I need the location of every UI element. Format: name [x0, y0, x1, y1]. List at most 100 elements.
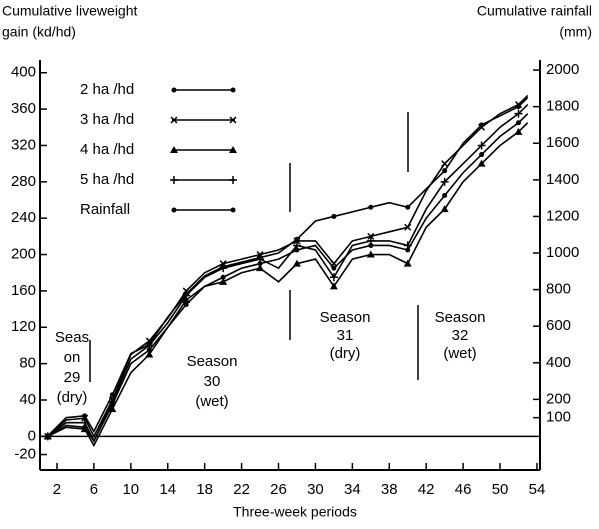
marker: [229, 176, 237, 184]
y2-tick-label: 100: [546, 409, 571, 426]
marker: [220, 274, 226, 280]
marker: [257, 255, 263, 261]
marker: [256, 264, 265, 272]
marker: [171, 207, 177, 213]
season-label: Season: [435, 309, 486, 326]
legend-label: 3 ha /hd: [80, 111, 134, 128]
x-tick-label: 14: [159, 481, 176, 498]
marker: [146, 347, 152, 353]
marker: [170, 176, 178, 184]
y-tick-label: 0: [28, 427, 36, 444]
season-label: 29: [64, 369, 81, 386]
marker: [229, 146, 237, 153]
y-tick-label: 40: [19, 391, 36, 408]
season-label: (dry): [330, 345, 361, 362]
marker: [257, 261, 263, 267]
marker: [514, 127, 523, 135]
y-tick-label: 280: [11, 173, 36, 190]
marker: [109, 392, 115, 398]
y2-tick-label: 800: [546, 281, 571, 298]
legend-label: 5 ha /hd: [80, 171, 134, 188]
marker: [182, 296, 191, 303]
series-line: [47, 96, 529, 437]
marker: [330, 260, 338, 268]
series-line: [47, 122, 529, 448]
marker: [294, 236, 300, 242]
marker: [514, 109, 523, 118]
x-tick-label: 46: [455, 481, 472, 498]
x-tick-label: 2: [53, 481, 61, 498]
season-dividers: [89, 112, 419, 382]
y-axis-title: gain (kd/hd): [2, 24, 76, 40]
marker: [108, 405, 117, 413]
marker: [403, 241, 412, 250]
series-line: [47, 103, 529, 443]
y2-axis-title: (mm): [559, 24, 592, 40]
season-label: on: [64, 349, 81, 366]
x-tick-label: 6: [90, 481, 98, 498]
marker: [477, 159, 486, 167]
marker: [170, 146, 178, 153]
y2-tick-label: 1600: [546, 134, 579, 151]
marker: [229, 116, 237, 124]
x-tick-label: 38: [381, 481, 398, 498]
marker: [367, 232, 375, 240]
x-tick-label: 30: [307, 481, 324, 498]
y2-axis-title: Cumulative rainfall: [477, 3, 592, 19]
season-label: 31: [337, 327, 354, 344]
marker: [292, 241, 301, 250]
y-tick-label: -20: [14, 446, 36, 463]
marker: [230, 87, 236, 93]
marker: [515, 104, 521, 110]
x-tick-label: 10: [122, 481, 139, 498]
x-axis-title: Three-week periods: [233, 504, 357, 520]
marker: [219, 277, 228, 285]
marker: [366, 236, 375, 245]
marker: [403, 259, 412, 267]
x-tick-label: 42: [418, 481, 435, 498]
marker: [170, 116, 178, 124]
marker: [441, 160, 449, 168]
season-label: 30: [204, 373, 221, 390]
marker: [442, 192, 448, 198]
y-tick-label: 160: [11, 282, 36, 299]
marker: [80, 425, 89, 433]
legend-label: 4 ha /hd: [80, 141, 134, 158]
marker: [366, 250, 375, 258]
x-tick-label: 34: [344, 481, 361, 498]
y2-tick-label: 1200: [546, 207, 579, 224]
x-tick-label: 18: [196, 481, 213, 498]
marker: [45, 433, 51, 439]
season-label: Seas: [55, 329, 89, 346]
marker: [146, 341, 152, 347]
y-tick-label: 320: [11, 136, 36, 153]
marker: [80, 418, 89, 427]
x-tick-label: 50: [492, 481, 509, 498]
marker: [183, 291, 189, 297]
season-label: 32: [452, 327, 469, 344]
marker: [405, 204, 411, 210]
marker: [329, 282, 338, 290]
marker: [294, 247, 300, 253]
marker: [405, 247, 411, 253]
marker: [145, 350, 154, 358]
y-tick-label: 360: [11, 100, 36, 117]
y2-tick-label: 600: [546, 317, 571, 334]
marker: [368, 204, 374, 210]
marker: [220, 264, 226, 270]
marker: [515, 120, 521, 126]
marker: [331, 265, 337, 271]
y-axis-title: Cumulative liveweight: [2, 3, 138, 19]
marker: [440, 205, 449, 213]
marker: [479, 152, 485, 158]
x-tick-label: 54: [529, 481, 546, 498]
season-label: (wet): [443, 345, 476, 362]
y2-tick-label: 1800: [546, 98, 579, 115]
marker: [171, 87, 177, 93]
marker: [230, 207, 236, 213]
season-label: (wet): [195, 393, 228, 410]
marker: [442, 168, 448, 174]
y2-tick-label: 2000: [546, 61, 579, 78]
marker: [331, 213, 337, 219]
series-line: [47, 113, 529, 443]
